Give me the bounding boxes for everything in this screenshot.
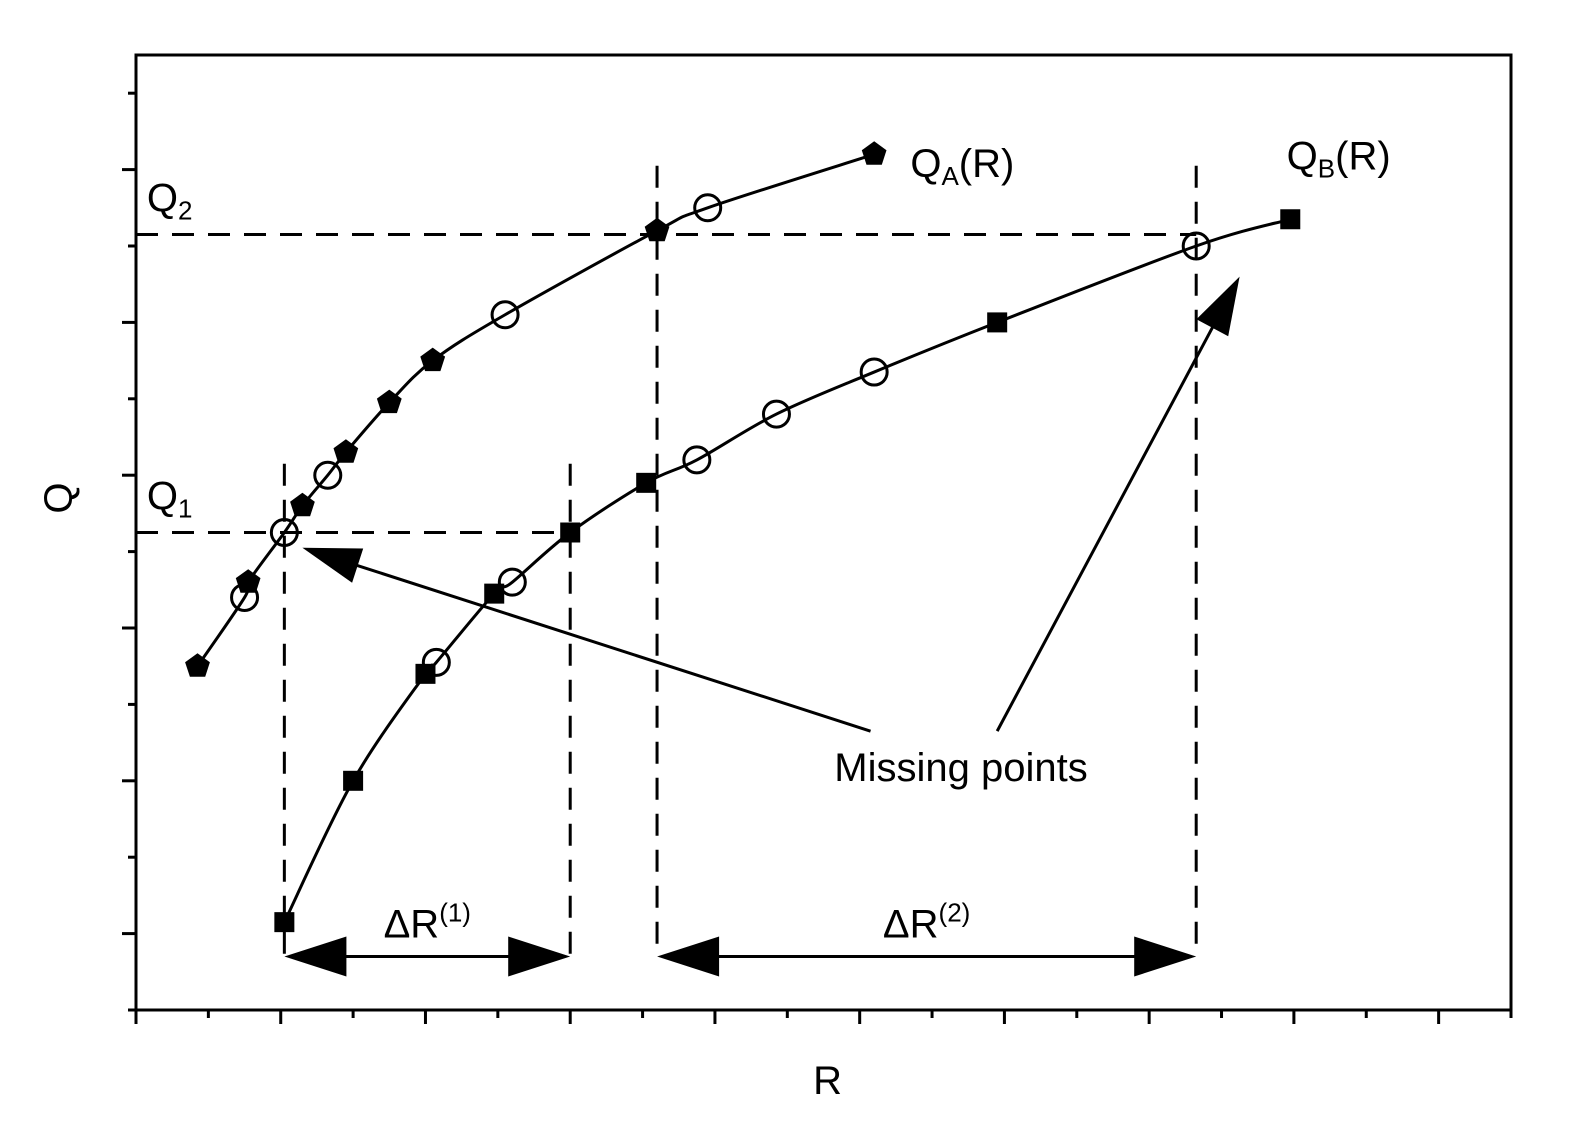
q1-label: Q1 — [147, 475, 193, 524]
x-axis-label: R — [813, 1059, 842, 1103]
annotation-arrow-line — [349, 561, 872, 733]
annotation-arrows — [302, 276, 1240, 733]
series-label-qa: QA(R) — [910, 142, 1014, 191]
q2-label: Q2 — [147, 177, 193, 226]
square-marker — [987, 312, 1008, 333]
pentagon-marker — [333, 439, 359, 463]
missing-point-marker — [230, 582, 260, 612]
missing-point-marker — [497, 567, 527, 597]
missing-point-marker — [859, 357, 889, 387]
missing-point-marker — [761, 399, 791, 429]
delta-r1-label: ΔR(1) — [384, 897, 471, 946]
labels: R Q QA(R) QB(R) Q1 Q2 ΔR(1) ΔR(2) Missin… — [37, 135, 1391, 1103]
interval-arrowhead — [1134, 936, 1197, 977]
markers — [185, 141, 1301, 933]
missing-point-marker — [490, 300, 520, 330]
missing-points-label: Missing points — [834, 746, 1087, 790]
square-marker — [484, 583, 505, 604]
interval-arrowhead — [508, 936, 571, 977]
missing-point-marker — [682, 445, 712, 475]
square-marker — [560, 522, 581, 543]
y-axis-label: Q — [37, 483, 81, 514]
missing-point-marker — [1181, 231, 1211, 261]
pentagon-marker — [861, 141, 887, 165]
square-marker — [343, 770, 364, 791]
interval-arrowhead — [284, 936, 347, 977]
missing-point-marker — [269, 518, 299, 547]
annotation-arrowhead — [302, 547, 364, 583]
missing-point-marker — [421, 647, 451, 677]
reference-lines — [136, 165, 1198, 957]
square-marker — [415, 663, 436, 684]
missing-point-marker — [693, 193, 723, 223]
pentagon-marker — [290, 492, 315, 517]
delta-r2-label: ΔR(2) — [883, 897, 970, 946]
annotation-arrow-line — [995, 319, 1218, 732]
missing-point-marker — [313, 460, 343, 490]
curve-qa — [196, 152, 875, 668]
curves — [196, 152, 1291, 923]
square-marker — [274, 912, 295, 933]
plot-frame — [134, 53, 1513, 1012]
square-marker — [636, 472, 657, 493]
square-marker — [1280, 209, 1301, 230]
series-label-qb: QB(R) — [1287, 135, 1391, 184]
pentagon-marker — [235, 569, 261, 593]
interval-arrows — [284, 936, 1197, 977]
pentagon-marker — [420, 347, 446, 372]
curve-qb — [283, 217, 1291, 923]
pentagon-marker — [376, 389, 402, 414]
pentagon-marker — [644, 217, 670, 242]
interval-arrowhead — [657, 936, 720, 977]
annotation-arrowhead — [1196, 276, 1240, 337]
pentagon-marker — [185, 653, 210, 677]
